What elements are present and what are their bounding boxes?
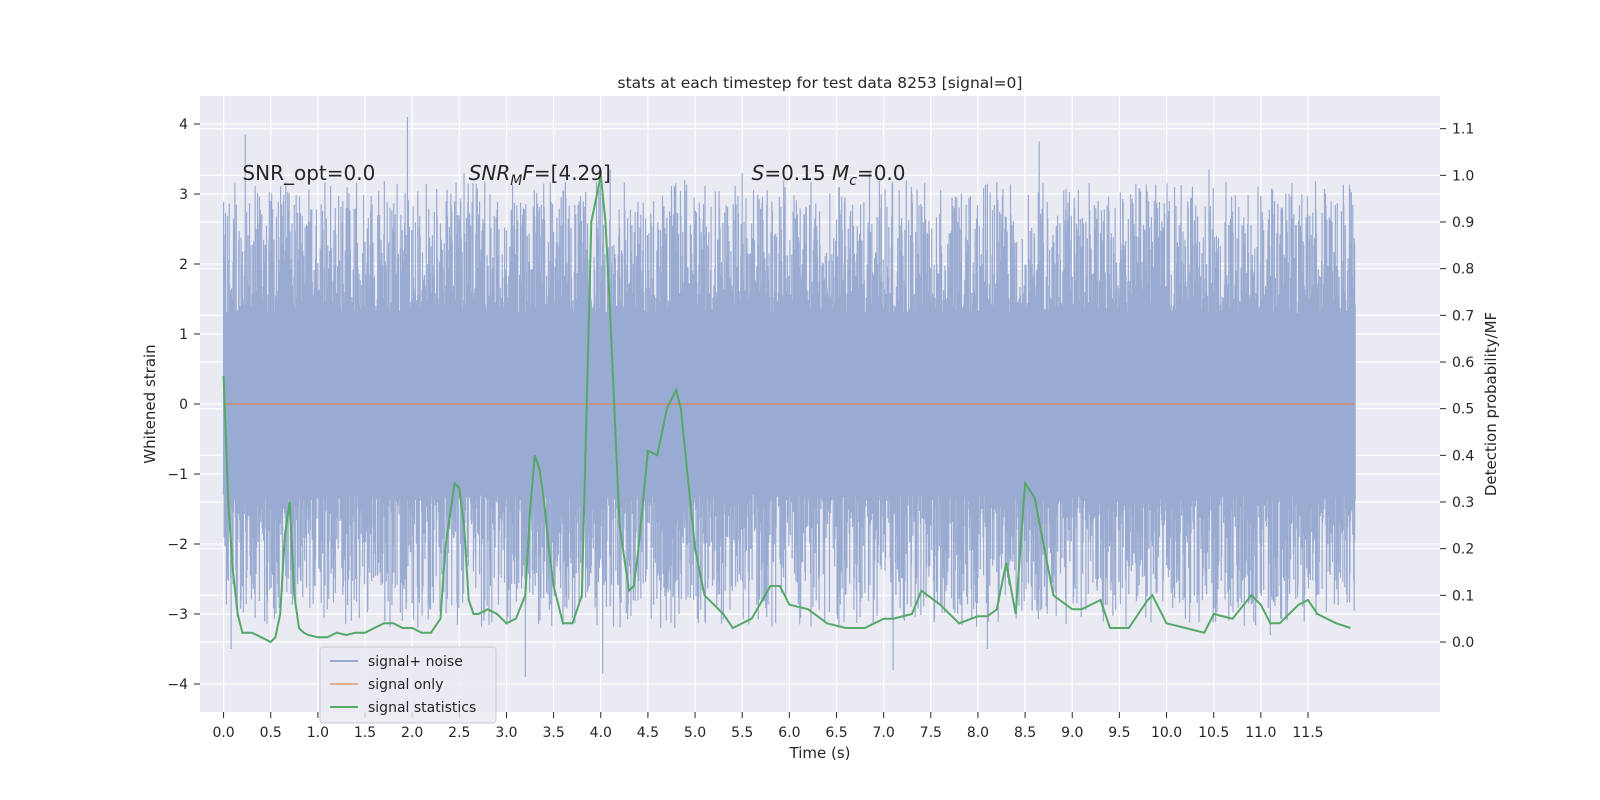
y-tick-label: −2	[167, 537, 188, 553]
legend-label-signal: signal only	[368, 677, 443, 693]
x-axis-label: Time (s)	[789, 744, 851, 762]
y2-tick-label: 0.6	[1452, 355, 1474, 371]
x-tick-label: 1.0	[307, 725, 329, 741]
legend-label-noise: signal+ noise	[368, 654, 463, 670]
x-tick-label: 3.5	[542, 725, 564, 741]
y-tick-label: 3	[179, 187, 188, 203]
y2-tick-label: 1.1	[1452, 122, 1474, 138]
x-tick-label: 9.5	[1108, 725, 1130, 741]
x-tick-label: 3.0	[495, 725, 517, 741]
y-tick-label: 1	[179, 327, 188, 343]
signal-statistics-line	[222, 175, 1351, 644]
y2-tick-label: 1.0	[1452, 168, 1474, 184]
y-tick-label: 2	[179, 257, 188, 273]
x-tick-label: 6.5	[825, 725, 847, 741]
legend-label-stats: signal statistics	[368, 700, 476, 716]
x-tick-label: 8.5	[1014, 725, 1036, 741]
y2-tick-label: 0.9	[1452, 215, 1474, 231]
y2-tick-label: 0.2	[1452, 542, 1474, 558]
x-tick-label: 11.5	[1292, 725, 1323, 741]
y2-tick-label: 0.5	[1452, 402, 1474, 418]
x-tick-label: 7.5	[920, 725, 942, 741]
y-tick-label: −3	[167, 607, 188, 623]
y-tick-label: −4	[167, 677, 188, 693]
x-tick-label: 5.0	[684, 725, 706, 741]
x-tick-label: 1.5	[354, 725, 376, 741]
x-tick-label: 10.0	[1151, 725, 1182, 741]
x-tick-label: 5.5	[731, 725, 753, 741]
y2-tick-label: 0.3	[1452, 495, 1474, 511]
annotation-1: SNRMF=[4.29]	[469, 161, 611, 189]
y-tick-label: 0	[179, 397, 188, 413]
y2-tick-label: 0.1	[1452, 588, 1474, 604]
annotation-2: S=0.15 Mc=0.0	[752, 161, 906, 189]
y2-axis-label: Detection probability/MF	[1482, 312, 1500, 496]
x-tick-label: 2.0	[401, 725, 423, 741]
y2-tick-label: 0.4	[1452, 448, 1474, 464]
x-tick-label: 0.0	[212, 725, 234, 741]
y2-tick-label: 0.0	[1452, 635, 1474, 651]
legend-box	[319, 646, 497, 724]
series-signal-statistics	[222, 175, 1351, 644]
annotations: SNR_opt=0.0 SNRMF=[4.29] S=0.15 Mc=0.0	[242, 161, 905, 189]
x-tick-label: 7.0	[873, 725, 895, 741]
y-axis-label: Whitened strain	[141, 344, 159, 463]
x-tick-label: 10.5	[1198, 725, 1229, 741]
x-tick-label: 4.0	[590, 725, 612, 741]
y-tick-label: 4	[179, 117, 188, 133]
x-tick-label: 11.0	[1245, 725, 1276, 741]
chart-title: stats at each timestep for test data 825…	[618, 74, 1023, 92]
annotation-0: SNR_opt=0.0	[242, 161, 375, 185]
x-tick-label: 6.0	[778, 725, 800, 741]
x-tick-label: 2.5	[448, 725, 470, 741]
x-tick-label: 9.0	[1061, 725, 1083, 741]
x-tick-label: 8.0	[967, 725, 989, 741]
ticks: 0.0 0.5 1.0 1.5 2.0 2.5 3.0 3.5 4.0 4.5 5.0 5.5 6.0 6…	[167, 117, 1474, 741]
x-tick-label: 4.5	[637, 725, 659, 741]
x-tick-label: 0.5	[260, 725, 282, 741]
legend: signal+ noise signal only signal statist…	[319, 646, 497, 724]
y2-tick-label: 0.8	[1452, 262, 1474, 278]
y-tick-label: −1	[167, 467, 188, 483]
y2-tick-label: 0.7	[1452, 308, 1474, 324]
